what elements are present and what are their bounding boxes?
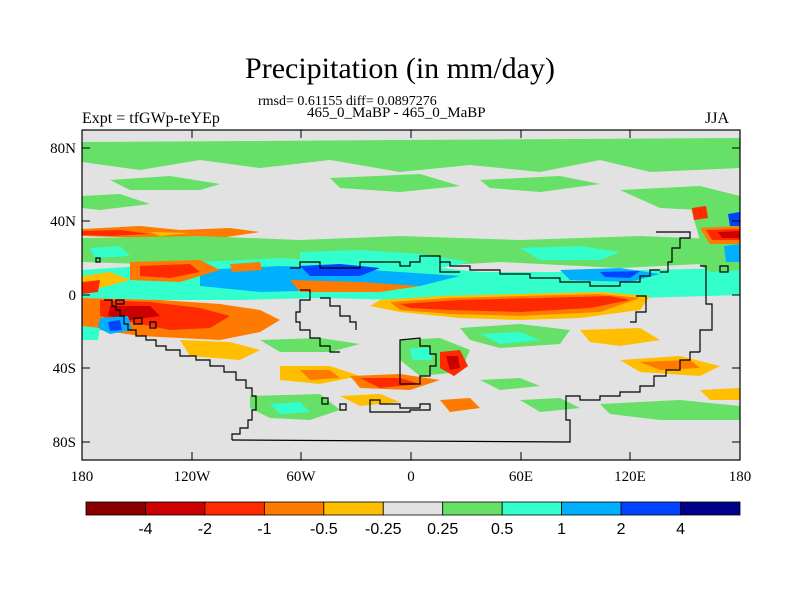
colorbar-swatch (501, 501, 563, 516)
colorbar-label: -0.5 (310, 521, 338, 538)
colorbar: -4 -2 -1 -0.5 -0.25 0.25 0.5 1 2 4 (85, 501, 741, 538)
colorbar-swatch (263, 501, 325, 516)
x-tick-label: 180 (71, 469, 94, 485)
y-axis: 80N 40N 0 40S 80S (50, 141, 740, 451)
x-tick-label: 120E (614, 469, 646, 485)
x-axis: 180 120W 60W 0 60E 120E 180 (71, 130, 752, 485)
y-tick-label: 40S (53, 361, 76, 377)
y-tick-label: 0 (69, 288, 77, 304)
x-tick-label: 120W (174, 469, 212, 485)
y-tick-label: 80S (53, 435, 76, 451)
colorbar-label: -4 (138, 521, 152, 538)
y-tick-label: 80N (50, 141, 76, 157)
colorbar-swatch (680, 501, 741, 516)
stats-text: rmsd= 0.61155 diff= 0.0897276 (258, 94, 437, 109)
colorbar-swatch (442, 501, 503, 516)
x-tick-label: 180 (729, 469, 752, 485)
x-tick-label: 60W (286, 469, 316, 485)
colorbar-label: 0.25 (427, 521, 458, 538)
colorbar-label: -0.25 (365, 521, 402, 538)
colorbar-label: 4 (676, 521, 685, 538)
plot-subtitle: 465_0_MaBP - 465_0_MaBP (307, 105, 486, 121)
colorbar-swatch (382, 501, 444, 516)
colorbar-label: 2 (617, 521, 626, 538)
colorbar-label: -2 (198, 521, 212, 538)
precip-field (82, 138, 740, 420)
colorbar-swatch (323, 501, 384, 516)
colorbar-swatch (561, 501, 622, 516)
continent-outlines (95, 231, 729, 443)
colorbar-swatch (620, 501, 681, 516)
colorbar-label: -1 (257, 521, 271, 538)
season-label: JJA (705, 110, 730, 127)
colorbar-swatch (204, 501, 265, 516)
colorbar-label: 0.5 (491, 521, 513, 538)
x-tick-label: 0 (407, 469, 415, 485)
x-tick-label: 60E (509, 469, 533, 485)
experiment-label: Expt = tfGWp-teYEp (82, 110, 220, 127)
colorbar-swatch (85, 501, 146, 516)
colorbar-swatch (145, 501, 206, 516)
colorbar-label: 1 (557, 521, 566, 538)
y-tick-label: 40N (50, 214, 76, 230)
plot-title: Precipitation (in mm/day) (245, 52, 555, 85)
